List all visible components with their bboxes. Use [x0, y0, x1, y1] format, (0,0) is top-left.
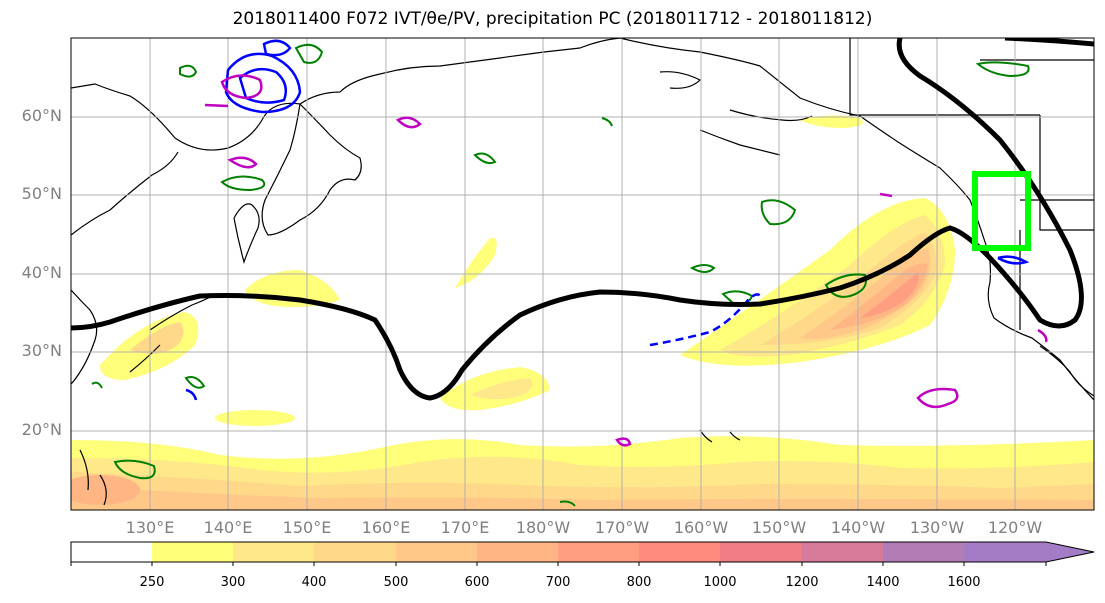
lon-label-160w: 160°W: [673, 518, 729, 537]
lon-label-160e: 160°E: [361, 518, 411, 537]
coastlines: [71, 38, 1094, 506]
lon-label-120w: 120°W: [987, 518, 1043, 537]
precipitation-shading: [71, 115, 1094, 510]
colorbar-tick-label: 300: [220, 575, 246, 590]
pv-contours: [185, 39, 1048, 447]
colorbar-tick-label: 500: [383, 575, 409, 590]
lon-label-170e: 170°E: [440, 518, 490, 537]
lon-label-180w: 180°W: [515, 518, 571, 537]
lon-label-170w: 170°W: [594, 518, 650, 537]
colorbar-tick-label: 1600: [947, 575, 981, 590]
colorbar: [70, 541, 1095, 566]
lat-label-30n: 30°N: [21, 341, 62, 360]
colorbar-tick-label: 1400: [866, 575, 900, 590]
lat-label-60n: 60°N: [21, 106, 62, 125]
lat-label-50n: 50°N: [21, 184, 62, 203]
graticule: [71, 38, 1094, 510]
colorbar-tick-label: 600: [464, 575, 490, 590]
lon-label-150e: 150°E: [282, 518, 332, 537]
map-title: 2018011400 F072 IVT/θe/PV, precipitation…: [232, 9, 873, 29]
colorbar-tick-label: 700: [545, 575, 571, 590]
colorbar-tick-label: 1200: [785, 575, 819, 590]
map-frame: [70, 37, 1095, 511]
target-box: [972, 171, 1031, 251]
lon-label-140w: 140°W: [830, 518, 886, 537]
colorbar-tick-label: 1000: [703, 575, 737, 590]
colorbar-tick-label: 800: [626, 575, 652, 590]
lon-label-140e: 140°E: [203, 518, 253, 537]
lat-label-20n: 20°N: [21, 420, 62, 439]
lon-label-150w: 150°W: [751, 518, 807, 537]
lat-label-40n: 40°N: [21, 263, 62, 282]
ridge-contour: [71, 38, 1084, 401]
colorbar-tick-label: 250: [139, 575, 165, 590]
lon-label-130w: 130°W: [909, 518, 965, 537]
colorbar-tick-label: 400: [301, 575, 327, 590]
lon-label-130e: 130°E: [125, 518, 175, 537]
